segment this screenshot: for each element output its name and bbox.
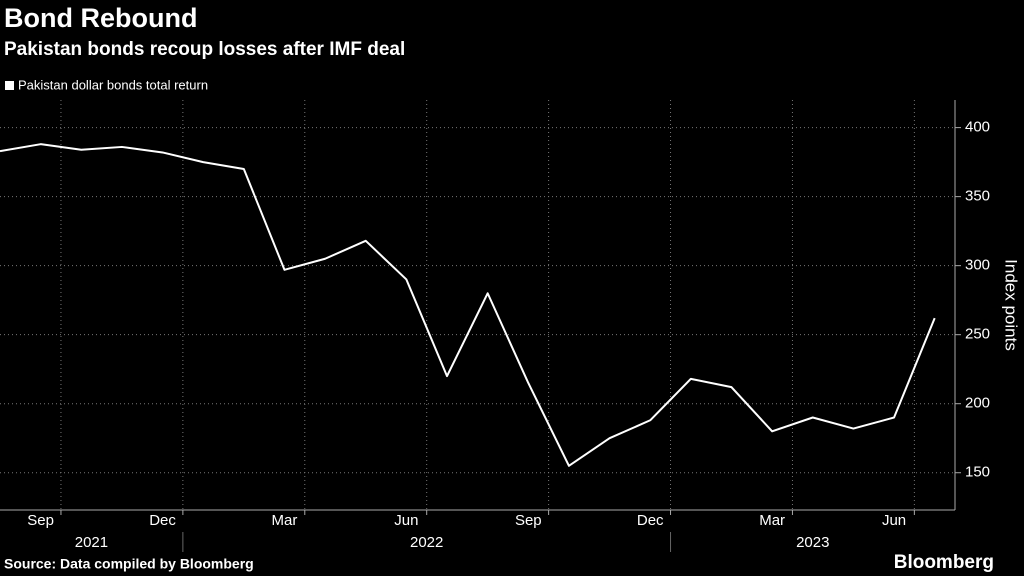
y-tick-label: 150 (965, 464, 990, 481)
chart-subtitle: Pakistan bonds recoup losses after IMF d… (4, 39, 405, 60)
x-tick-label: Jun (394, 512, 418, 529)
x-tick-label: Sep (27, 512, 54, 529)
year-label: 2022 (410, 534, 443, 551)
source: Source: Data compiled by Bloomberg (4, 556, 254, 572)
legend-label: Pakistan dollar bonds total return (18, 77, 208, 92)
year-label: 2023 (796, 534, 829, 551)
brand: Bloomberg (894, 552, 994, 573)
y-tick-label: 350 (965, 188, 990, 205)
chart-title: Bond Rebound (4, 3, 197, 33)
y-tick-label: 300 (965, 257, 990, 274)
x-tick-label: Mar (759, 512, 785, 529)
y-tick-label: 250 (965, 326, 990, 343)
y-tick-label: 400 (965, 119, 990, 136)
x-tick-label: Dec (637, 512, 664, 529)
x-tick-label: Mar (272, 512, 298, 529)
y-tick-label: 200 (965, 395, 990, 412)
x-tick-label: Jun (882, 512, 906, 529)
series-line (0, 143, 936, 467)
y-axis-label: Index points (1002, 259, 1021, 351)
x-tick-label: Sep (515, 512, 542, 529)
year-label: 2021 (75, 534, 108, 551)
legend-swatch (5, 81, 14, 90)
x-tick-label: Dec (149, 512, 176, 529)
